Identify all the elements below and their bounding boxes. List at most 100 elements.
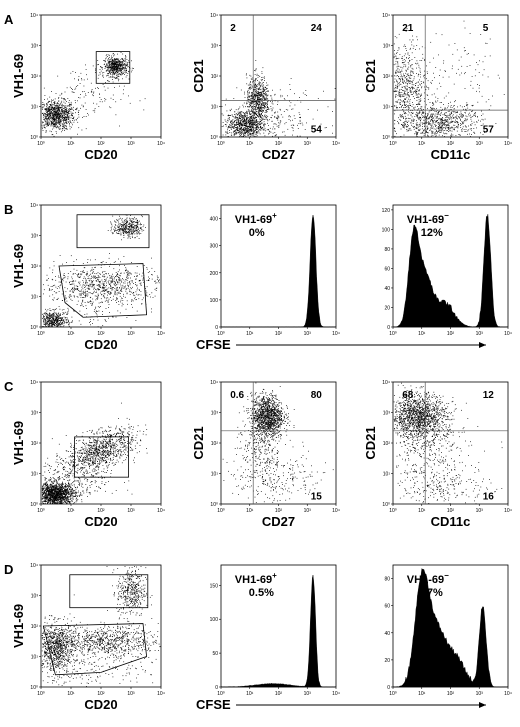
event-dot: [56, 315, 58, 317]
event-dot: [441, 118, 442, 120]
event-dot: [238, 127, 240, 129]
event-dot: [474, 112, 476, 113]
event-dot: [402, 80, 404, 82]
event-dot: [246, 127, 248, 129]
event-dot: [49, 320, 51, 321]
event-dot: [465, 131, 467, 132]
event-dot: [117, 66, 119, 68]
event-dot: [49, 325, 51, 326]
event-dot: [395, 94, 397, 96]
event-dot: [65, 116, 66, 118]
event-dot: [55, 111, 56, 113]
event-dot: [490, 105, 492, 107]
event-dot: [460, 125, 461, 126]
event-dot: [251, 129, 253, 131]
event-dot: [66, 112, 68, 113]
event-dot: [251, 127, 253, 128]
event-dot: [226, 136, 228, 138]
event-dot: [237, 114, 238, 115]
event-dot: [448, 44, 450, 46]
event-dot: [112, 63, 114, 65]
event-dot: [427, 99, 429, 100]
event-dot: [456, 130, 458, 132]
event-dot: [290, 124, 292, 126]
event-dot: [44, 316, 45, 318]
event-dot: [418, 129, 420, 130]
event-dot: [405, 101, 407, 103]
event-dot: [49, 111, 51, 113]
event-dot: [397, 75, 398, 76]
event-dot: [50, 112, 52, 114]
event-dot: [401, 86, 403, 88]
event-dot: [46, 318, 47, 319]
event-dot: [53, 115, 55, 117]
event-dot: [393, 90, 395, 92]
event-dot: [52, 109, 54, 110]
event-dot: [268, 132, 270, 134]
event-dot: [64, 321, 65, 323]
event-dot: [49, 108, 50, 110]
event-dot: [250, 126, 251, 128]
event-dot: [254, 82, 256, 84]
event-dot: [251, 124, 253, 126]
event-dot: [54, 324, 55, 326]
event-dot: [398, 91, 400, 93]
y-tick-label: 10⁴: [210, 13, 218, 19]
event-dot: [254, 118, 255, 120]
event-dot: [258, 129, 260, 131]
event-dot: [59, 324, 61, 325]
event-dot: [244, 132, 246, 133]
event-dot: [436, 114, 438, 116]
event-dot: [45, 119, 47, 121]
event-dot: [406, 117, 408, 119]
event-dot: [264, 93, 265, 94]
x-axis-label: CD11c: [431, 147, 471, 162]
event-dot: [461, 106, 463, 108]
event-dot: [257, 105, 259, 107]
event-dot: [129, 294, 131, 295]
event-dot: [421, 46, 423, 48]
event-dot: [261, 118, 263, 120]
event-dot: [409, 39, 411, 41]
event-dot: [437, 132, 438, 134]
event-dot: [426, 132, 427, 133]
event-dot: [113, 278, 115, 280]
event-dot: [408, 57, 410, 58]
event-dot: [447, 120, 449, 122]
event-dot: [56, 105, 58, 107]
event-dot: [422, 57, 424, 59]
event-dot: [488, 99, 490, 100]
event-dot: [68, 110, 70, 112]
event-dot: [262, 67, 264, 69]
event-dot: [395, 70, 397, 72]
event-dot: [67, 121, 69, 123]
event-dot: [408, 55, 410, 56]
event-dot: [48, 321, 50, 323]
event-dot: [61, 120, 62, 122]
event-dot: [418, 93, 420, 95]
event-dot: [251, 111, 253, 112]
event-dot: [428, 118, 430, 120]
event-dot: [48, 124, 50, 125]
event-dot: [423, 130, 424, 131]
event-dot: [402, 90, 403, 91]
event-dot: [53, 111, 54, 113]
event-dot: [449, 127, 451, 129]
event-dot: [396, 69, 398, 71]
event-dot: [412, 39, 414, 41]
event-dot: [439, 120, 441, 122]
event-dot: [243, 106, 244, 108]
event-dot: [100, 66, 101, 67]
event-dot: [421, 132, 423, 134]
event-dot: [416, 82, 417, 84]
event-dot: [51, 102, 52, 104]
event-dot: [49, 116, 51, 118]
event-dot: [69, 115, 71, 117]
event-dot: [467, 130, 469, 132]
event-dot: [439, 102, 441, 103]
event-dot: [237, 126, 238, 127]
event-dot: [420, 110, 422, 111]
event-dot: [418, 119, 420, 121]
event-dot: [418, 126, 419, 128]
event-dot: [440, 118, 441, 120]
